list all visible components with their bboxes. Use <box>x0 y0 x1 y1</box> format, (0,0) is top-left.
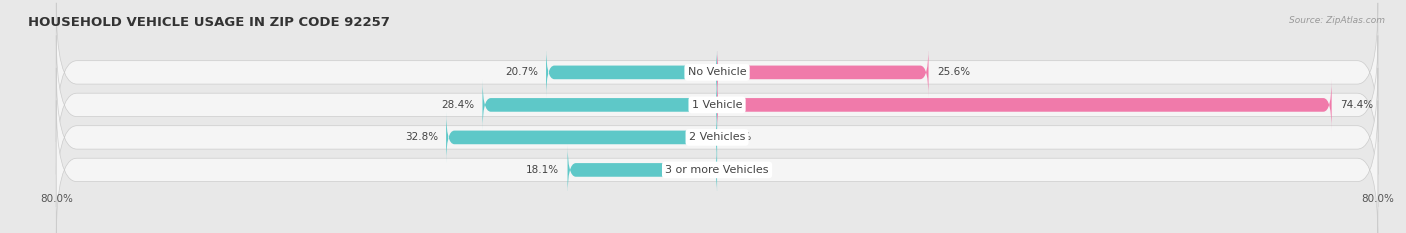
Text: 2 Vehicles: 2 Vehicles <box>689 132 745 142</box>
FancyBboxPatch shape <box>56 100 1378 233</box>
FancyBboxPatch shape <box>56 68 1378 207</box>
Text: 0.0%: 0.0% <box>725 132 752 142</box>
FancyBboxPatch shape <box>568 144 717 196</box>
FancyBboxPatch shape <box>717 47 928 98</box>
Text: 28.4%: 28.4% <box>441 100 474 110</box>
FancyBboxPatch shape <box>717 79 1331 130</box>
Text: 32.8%: 32.8% <box>405 132 437 142</box>
Text: 74.4%: 74.4% <box>1340 100 1374 110</box>
Text: HOUSEHOLD VEHICLE USAGE IN ZIP CODE 92257: HOUSEHOLD VEHICLE USAGE IN ZIP CODE 9225… <box>28 16 389 29</box>
Text: 18.1%: 18.1% <box>526 165 560 175</box>
Text: 1 Vehicle: 1 Vehicle <box>692 100 742 110</box>
FancyBboxPatch shape <box>482 79 717 130</box>
Text: 20.7%: 20.7% <box>505 67 538 77</box>
Text: 3 or more Vehicles: 3 or more Vehicles <box>665 165 769 175</box>
FancyBboxPatch shape <box>56 35 1378 175</box>
Text: 25.6%: 25.6% <box>936 67 970 77</box>
FancyBboxPatch shape <box>546 47 717 98</box>
Text: 0.0%: 0.0% <box>725 165 752 175</box>
Text: Source: ZipAtlas.com: Source: ZipAtlas.com <box>1289 16 1385 25</box>
FancyBboxPatch shape <box>56 3 1378 142</box>
FancyBboxPatch shape <box>446 112 717 163</box>
Text: No Vehicle: No Vehicle <box>688 67 747 77</box>
